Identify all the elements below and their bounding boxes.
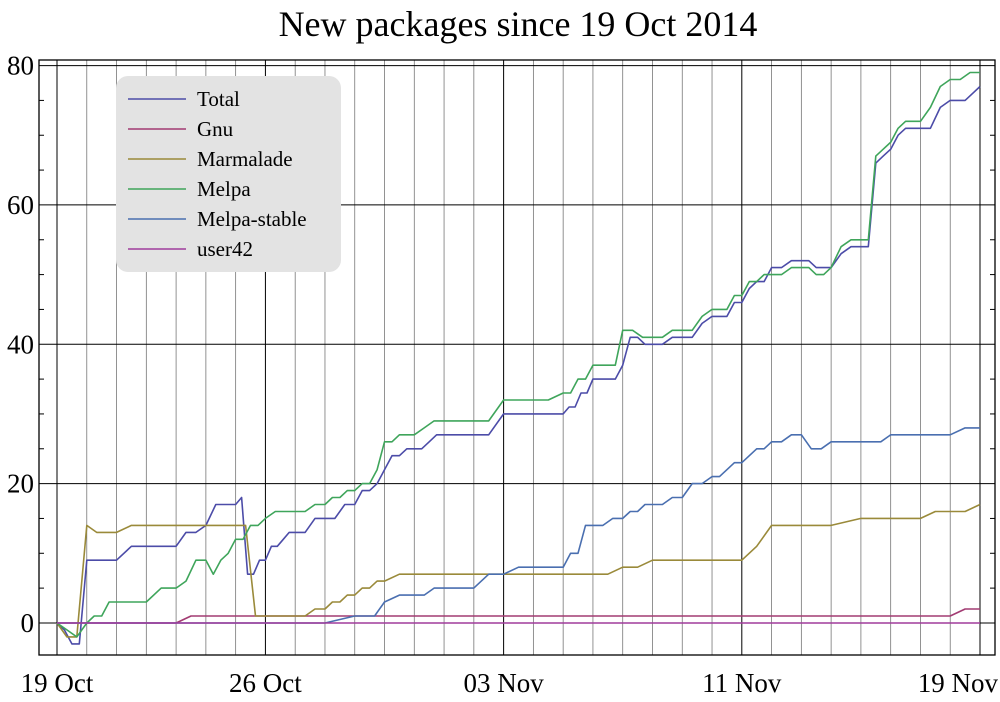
legend-box <box>116 76 341 272</box>
x-tick-label: 19 Oct <box>21 668 94 698</box>
legend-label: Melpa <box>197 177 251 201</box>
x-tick-label: 19 Nov <box>918 668 999 698</box>
plot-frame <box>38 59 996 656</box>
y-minor-ticks <box>39 99 995 589</box>
y-tick-label: 40 <box>7 329 34 359</box>
y-tick-label: 0 <box>21 608 35 638</box>
legend-label: Marmalade <box>197 147 293 171</box>
y-tick-label: 20 <box>7 469 34 499</box>
y-tick-label: 60 <box>7 190 34 220</box>
legend-label: user42 <box>197 237 253 261</box>
legend-label: Gnu <box>197 117 234 141</box>
x-tick-label: 11 Nov <box>702 668 782 698</box>
series-line <box>57 427 980 624</box>
legend: Total Gnu Marmalade Melpa Melpa-stable user42 <box>116 76 341 272</box>
legend-label: Total <box>197 87 240 111</box>
x-tick-labels: 19 Oct 26 Oct 03 Nov 11 Nov 19 Nov <box>21 668 999 698</box>
x-tick-label: 26 Oct <box>229 668 302 698</box>
series-layer <box>56 71 981 645</box>
chart-title: New packages since 19 Oct 2014 <box>279 4 758 44</box>
series-line <box>56 71 980 638</box>
y-tick-labels: 0 20 40 60 80 <box>7 51 34 638</box>
y-tick-label: 80 <box>7 51 34 81</box>
series-line <box>57 608 980 624</box>
series-line <box>56 503 981 638</box>
x-tick-label: 03 Nov <box>463 668 544 698</box>
legend-label: Melpa-stable <box>197 207 307 231</box>
